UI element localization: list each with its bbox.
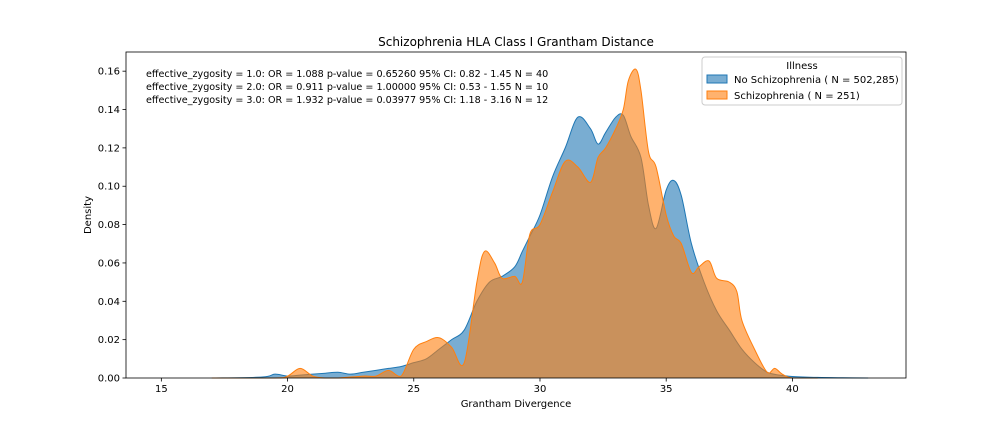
legend: Illness No Schizophrenia ( N = 502,285) …	[701, 56, 903, 106]
x-tick-label-40: 40	[786, 384, 799, 395]
plot-area: 15 20 25 30 35 40 0.00 0.02 0.04 0.06 0.08 0.10 0.12…	[98, 51, 907, 395]
x-tick-label-30: 30	[534, 384, 547, 395]
y-tick-label-3: 0.06	[98, 258, 120, 269]
density-line-schizophrenia	[211, 68, 818, 379]
annotation-zygosity-3: effective_zygosity = 3.0: OR = 1.932 p-v…	[146, 95, 548, 106]
y-tick-label-2: 0.04	[98, 297, 120, 308]
legend-title: Illness	[786, 61, 817, 72]
y-tick-label-8: 0.16	[98, 67, 120, 78]
legend-swatch-schizophrenia	[706, 90, 728, 100]
x-axis-label: Grantham Divergence	[461, 399, 572, 410]
x-tick-label-35: 35	[660, 384, 673, 395]
y-tick-label-6: 0.12	[98, 143, 120, 154]
x-tick-label-25: 25	[407, 384, 420, 395]
legend-label-no-schizophrenia: No Schizophrenia ( N = 502,285)	[734, 75, 899, 86]
y-tick-label-4: 0.08	[98, 220, 120, 231]
density-area-schizophrenia	[211, 69, 818, 379]
y-tick-label-7: 0.14	[98, 105, 120, 116]
y-axis-label: Density	[83, 196, 94, 234]
x-tick-label-20: 20	[281, 384, 294, 395]
y-tick-label-0: 0.00	[98, 374, 120, 385]
y-tick-label-5: 0.10	[98, 182, 120, 193]
y-tick-label-1: 0.02	[98, 335, 120, 346]
annotation-zygosity-2: effective_zygosity = 2.0: OR = 0.911 p-v…	[146, 82, 548, 93]
annotation-zygosity-1: effective_zygosity = 1.0: OR = 1.088 p-v…	[146, 69, 548, 80]
plot-frame	[125, 51, 907, 379]
legend-box	[701, 56, 903, 106]
statistics-annotations: effective_zygosity = 1.0: OR = 1.088 p-v…	[146, 69, 548, 106]
legend-label-schizophrenia: Schizophrenia ( N = 251)	[734, 91, 860, 102]
chart-title: Schizophrenia HLA Class I Grantham Dista…	[378, 35, 654, 49]
x-tick-label-15: 15	[155, 384, 168, 395]
legend-swatch-no-schizophrenia	[706, 74, 728, 84]
